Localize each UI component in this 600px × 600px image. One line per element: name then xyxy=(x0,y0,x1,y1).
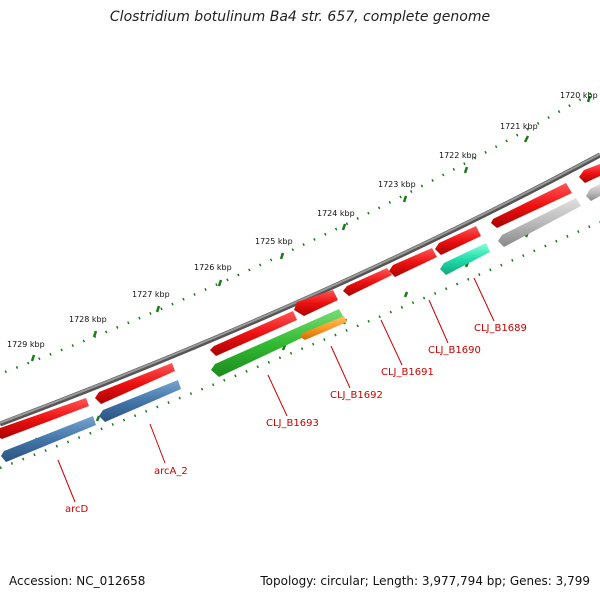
kbp-label-1723: 1723 kbp xyxy=(378,180,416,189)
gene-arrow[interactable] xyxy=(1,416,96,462)
inner-tick-ring xyxy=(0,220,600,470)
gene-arrow[interactable] xyxy=(435,226,481,255)
kbp-label-1720: 1720 kbp xyxy=(560,91,598,100)
gene-arrow[interactable] xyxy=(343,268,392,296)
gene-label-arcA_2[interactable]: arcA_2 xyxy=(154,466,188,477)
kbp-label-1728: 1728 kbp xyxy=(69,315,107,324)
gene-arrow[interactable] xyxy=(579,164,600,183)
gene-arrow[interactable] xyxy=(300,316,347,340)
gene-arrow[interactable] xyxy=(210,311,297,356)
gene-arrow[interactable] xyxy=(0,398,89,439)
gene-label-CLJ_B1693[interactable]: CLJ_B1693 xyxy=(266,418,319,429)
genome-backbone xyxy=(0,152,600,427)
gene-arrow[interactable] xyxy=(389,248,437,277)
genome-stats-text: Topology: circular; Length: 3,977,794 bp… xyxy=(260,574,590,588)
gene-arrow[interactable] xyxy=(99,380,181,422)
gene-label-arcD[interactable]: arcD xyxy=(65,504,89,515)
reverse-strand-features xyxy=(1,184,600,462)
kbp-major-ticks xyxy=(30,95,592,362)
kbp-label-1721: 1721 kbp xyxy=(500,122,538,131)
gene-arrow[interactable] xyxy=(498,198,581,247)
kbp-label-1726: 1726 kbp xyxy=(194,263,232,272)
gene-arrow[interactable] xyxy=(211,309,344,377)
kbp-label-1725: 1725 kbp xyxy=(255,237,293,246)
kbp-label-1724: 1724 kbp xyxy=(317,209,355,218)
gene-arrow[interactable] xyxy=(440,243,490,275)
gene-label-CLJ_B1689[interactable]: CLJ_B1689 xyxy=(474,323,527,334)
gene-arrow[interactable] xyxy=(294,290,338,316)
forward-strand-features xyxy=(0,164,600,439)
kbp-label-1722: 1722 kbp xyxy=(439,151,477,160)
gene-arrow[interactable] xyxy=(491,183,572,228)
gene-label-CLJ_B1691[interactable]: CLJ_B1691 xyxy=(381,367,434,378)
gene-arrow[interactable] xyxy=(95,363,175,404)
gene-leader-lines xyxy=(57,277,495,503)
accession-text: Accession: NC_012658 xyxy=(9,574,146,588)
kbp-label-1727: 1727 kbp xyxy=(132,290,170,299)
genome-title: Clostridium botulinum Ba4 str. 657, comp… xyxy=(109,9,491,25)
gene-arrow[interactable] xyxy=(586,184,600,201)
kbp-label-1729: 1729 kbp xyxy=(7,340,45,349)
gene-label-CLJ_B1692[interactable]: CLJ_B1692 xyxy=(330,390,383,401)
gene-label-CLJ_B1690[interactable]: CLJ_B1690 xyxy=(428,345,481,356)
